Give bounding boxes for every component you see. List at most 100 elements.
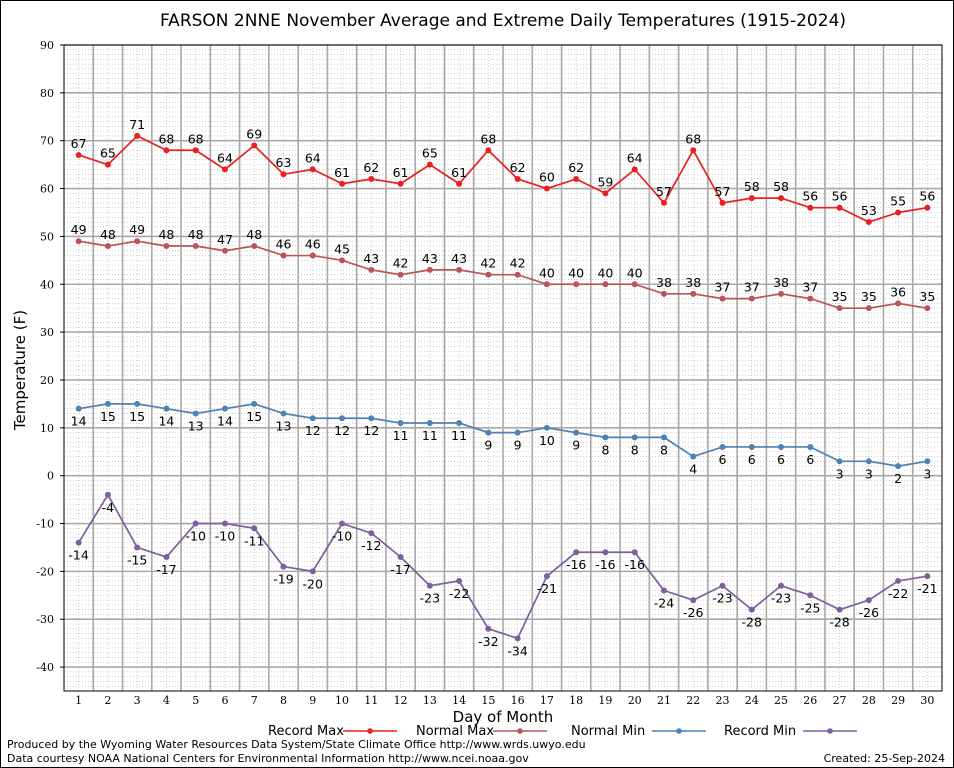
data-point: [456, 420, 463, 427]
data-label: 42: [480, 256, 496, 271]
data-label: -14: [68, 548, 88, 563]
x-tick-label: 5: [192, 694, 199, 707]
data-label: 48: [246, 227, 262, 242]
x-tick-label: 12: [394, 694, 408, 707]
data-label: -10: [215, 529, 235, 544]
data-label: 14: [217, 414, 233, 429]
data-point: [75, 405, 82, 412]
data-point: [836, 458, 843, 465]
data-label: -21: [537, 581, 557, 596]
data-point: [309, 568, 316, 575]
data-point: [807, 295, 814, 302]
footer-credit-producer: Produced by the Wyoming Water Resources …: [7, 738, 586, 751]
data-point: [134, 544, 141, 551]
y-tick-label: -40: [36, 661, 54, 674]
data-label: 8: [601, 442, 609, 457]
data-point: [719, 443, 726, 450]
data-point: [485, 429, 492, 436]
data-point: [221, 520, 228, 527]
data-point: [75, 238, 82, 245]
data-point: [368, 530, 375, 537]
data-label: 6: [777, 452, 785, 467]
y-tick-label: 20: [40, 374, 54, 387]
data-label: -21: [917, 581, 937, 596]
y-tick-label: 30: [40, 326, 54, 339]
data-label: 13: [188, 418, 204, 433]
data-point: [456, 180, 463, 187]
data-point: [836, 606, 843, 613]
data-point: [895, 300, 902, 307]
data-point: [163, 242, 170, 249]
legend-marker-normal-max: [517, 728, 523, 734]
data-point: [543, 281, 550, 288]
x-tick-label: 16: [511, 694, 525, 707]
data-point: [778, 195, 785, 202]
data-point: [397, 420, 404, 427]
data-point: [514, 175, 521, 182]
data-label: 12: [334, 423, 350, 438]
x-axis-label: Day of Month: [453, 708, 554, 726]
y-tick-label: 40: [40, 278, 54, 291]
legend-label-record-max: Record Max: [268, 724, 344, 739]
footer-credit-data-source: Data courtesy NOAA National Centers for …: [7, 752, 529, 765]
data-point: [924, 573, 931, 580]
data-label: 64: [217, 150, 233, 165]
data-label: 67: [71, 136, 87, 151]
data-point: [426, 582, 433, 589]
data-point: [251, 400, 258, 407]
data-label: 35: [919, 289, 935, 304]
x-tick-label: 28: [862, 694, 876, 707]
x-tick-label: 26: [803, 694, 817, 707]
x-tick-label: 19: [598, 694, 612, 707]
data-point: [426, 266, 433, 273]
data-label: 56: [802, 189, 818, 204]
data-point: [660, 587, 667, 594]
data-point: [690, 290, 697, 297]
data-point: [807, 204, 814, 211]
x-tick-label: 10: [335, 694, 349, 707]
data-label: 64: [627, 150, 643, 165]
data-label: 65: [422, 146, 438, 161]
footer-created-date: Created: 25-Sep-2024: [824, 752, 945, 765]
data-label: 40: [539, 265, 555, 280]
data-label: -16: [566, 557, 586, 572]
x-tick-label: 6: [221, 694, 228, 707]
data-point: [660, 434, 667, 441]
data-point: [631, 281, 638, 288]
data-label: 56: [919, 189, 935, 204]
data-point: [543, 424, 550, 431]
data-label: 48: [188, 227, 204, 242]
series-line: [78, 403, 928, 467]
data-label: 53: [861, 203, 877, 218]
data-point: [660, 290, 667, 297]
data-point: [251, 525, 258, 532]
y-tick-label: 50: [40, 230, 54, 243]
series-line: [77, 493, 928, 640]
legend-label-normal-min: Normal Min: [571, 724, 645, 739]
data-label: -12: [361, 538, 381, 553]
data-label: 35: [861, 289, 877, 304]
data-label: -15: [127, 552, 147, 567]
data-label: 47: [217, 232, 233, 247]
data-label: 6: [719, 452, 727, 467]
data-point: [807, 592, 814, 599]
data-label: 61: [451, 165, 467, 180]
data-point: [690, 147, 697, 154]
data-point: [602, 434, 609, 441]
data-label: 37: [802, 280, 818, 295]
y-tick-label: 70: [40, 135, 54, 148]
data-point: [807, 443, 814, 450]
data-point: [280, 410, 287, 417]
data-label: 13: [276, 418, 292, 433]
data-point: [104, 161, 111, 168]
x-tick-label: 27: [833, 694, 847, 707]
data-point: [660, 199, 667, 206]
data-label: 45: [334, 241, 350, 256]
legend-item-record-max: Record Max: [268, 724, 397, 739]
data-label: 43: [363, 251, 379, 266]
data-point: [719, 295, 726, 302]
plot-border: [63, 44, 943, 692]
data-label: 4: [689, 462, 697, 477]
data-label: -32: [478, 634, 498, 649]
